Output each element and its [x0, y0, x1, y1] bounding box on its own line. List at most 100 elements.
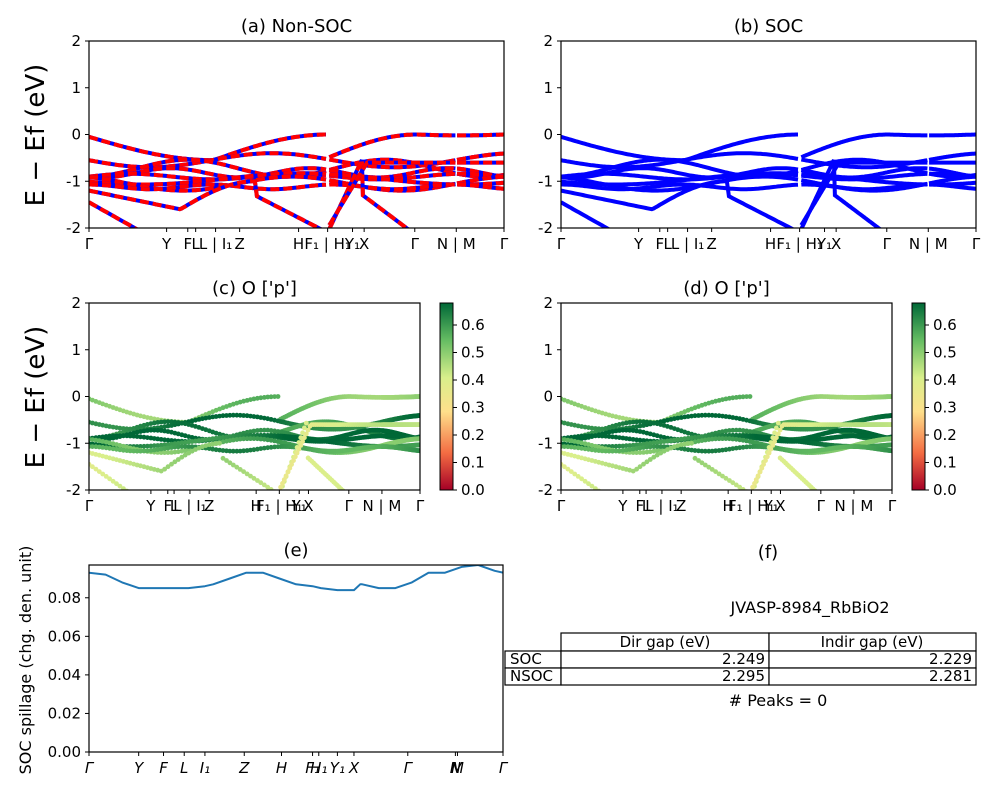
projection-point — [706, 412, 712, 418]
projection-point — [258, 427, 264, 433]
projection-point — [155, 420, 161, 425]
projection-point — [234, 448, 240, 454]
projection-point — [230, 412, 236, 418]
projection-point — [298, 435, 304, 441]
projection-point — [763, 458, 768, 463]
projection-point — [272, 433, 277, 439]
band-line — [561, 200, 611, 228]
projection-point — [599, 448, 605, 454]
projection-point — [647, 420, 653, 425]
colorbar-d: 0.0 0.1 0.2 0.3 0.4 0.5 0.6 — [911, 302, 957, 499]
colorbar-tick-label: 0.1 — [461, 454, 485, 472]
projection-point — [227, 460, 233, 466]
projection-point — [175, 449, 181, 455]
y-tick-label: 0.06 — [48, 627, 81, 645]
projection-point — [733, 482, 739, 488]
projection-point — [261, 432, 267, 438]
projection-point — [117, 425, 123, 431]
projection-point — [117, 433, 123, 439]
projection-point — [241, 413, 247, 418]
projection-point — [179, 444, 185, 449]
band-line-red — [89, 174, 327, 193]
x-tick-label: H₁ — [310, 759, 327, 777]
x-tick-label: Y — [617, 497, 628, 515]
projection-point — [589, 433, 595, 439]
projection-point — [617, 428, 622, 433]
projection-point — [692, 448, 698, 453]
x-tick-label: H — [251, 497, 262, 515]
projection-point — [230, 434, 236, 439]
projection-point — [713, 448, 718, 454]
colorbar-tick-label: 0.4 — [933, 371, 957, 389]
projection-point — [303, 431, 309, 437]
projection-point — [709, 467, 715, 472]
projection-point — [582, 433, 588, 439]
projection-point — [775, 420, 781, 426]
projection-point — [562, 464, 567, 470]
spillage-line-group — [89, 565, 503, 592]
y-tick-label: -2 — [538, 219, 553, 237]
colorbar-tick-label: 0.2 — [461, 426, 485, 444]
x-tick-label: L | I₁ — [173, 497, 206, 515]
projection-point — [812, 488, 818, 490]
projection-point — [634, 466, 639, 472]
projection-point — [165, 445, 171, 451]
projection-point — [589, 483, 595, 489]
projection-point — [292, 454, 298, 460]
projection-point — [278, 484, 283, 490]
panel-title: (a) Non-SOC — [241, 16, 352, 37]
projection-point — [692, 435, 698, 440]
projection-point — [244, 471, 250, 477]
projection-point — [302, 435, 307, 441]
projection-point — [658, 444, 664, 449]
projection-point — [182, 452, 188, 458]
projection-point — [565, 466, 571, 472]
table-row-nsoc-dir: 2.295 — [722, 667, 765, 685]
projection-point — [272, 394, 277, 399]
band-line — [561, 174, 799, 193]
projection-point — [589, 425, 595, 431]
y-tick-label: -1 — [66, 172, 81, 190]
projection-point — [582, 478, 588, 484]
projection-point — [213, 441, 219, 446]
y-tick-label: 1 — [543, 341, 553, 359]
projection-point — [182, 444, 188, 449]
projection-point — [175, 420, 181, 425]
projection-point — [151, 443, 157, 449]
table-row-soc-dir: 2.249 — [722, 650, 765, 668]
projection-point — [127, 433, 133, 439]
projection-point — [713, 436, 718, 442]
band-line-red — [457, 182, 504, 191]
x-tick-label: N | M — [363, 497, 402, 515]
projection-point — [627, 436, 633, 442]
projection-point — [162, 466, 168, 472]
projection-point — [294, 450, 300, 456]
projection-point — [255, 428, 260, 433]
x-tick-label: Γ — [883, 235, 892, 253]
x-tick-label: Γ — [817, 497, 826, 515]
projection-point — [296, 446, 302, 452]
y-tick-label: 0.08 — [48, 589, 81, 607]
y-tick-label: -1 — [538, 172, 553, 190]
projection-point — [302, 425, 307, 431]
projection-point — [258, 432, 264, 438]
x-tick-label: Γ — [404, 759, 414, 777]
projection-point — [155, 443, 161, 448]
colorbar-gradient — [911, 302, 926, 491]
band-line — [561, 182, 799, 192]
projection-point — [702, 412, 708, 418]
projection-point — [603, 448, 609, 454]
projection-point — [255, 432, 260, 438]
projection-point — [138, 434, 143, 440]
projection-point — [627, 443, 633, 448]
x-tick-label: L — [170, 497, 179, 515]
projection-point — [699, 448, 705, 454]
projection-point — [634, 450, 639, 455]
table-row-nsoc-label: NSOC — [510, 667, 553, 685]
projection-point — [723, 414, 729, 419]
projection-point — [285, 469, 291, 475]
projection-point — [165, 464, 171, 470]
projection-point — [744, 433, 749, 439]
projection-point — [182, 440, 188, 445]
